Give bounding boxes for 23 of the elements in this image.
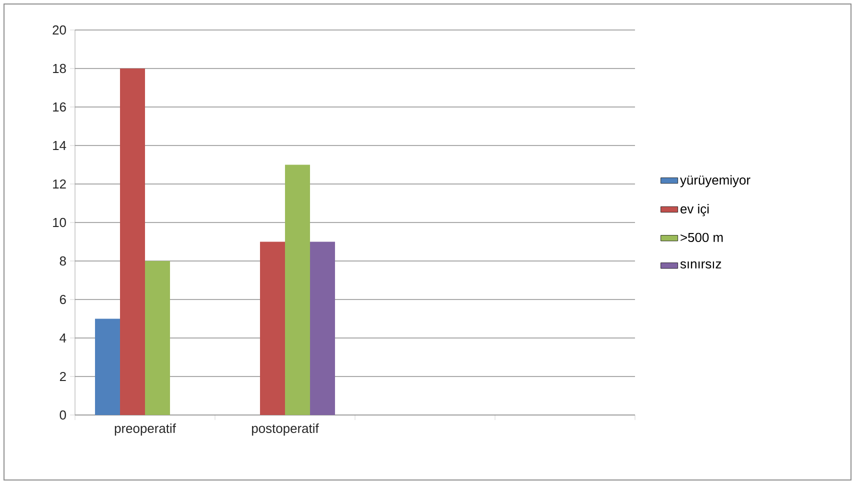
x-tick-label: preoperatif: [114, 424, 176, 436]
y-tick-label: 12: [53, 179, 66, 189]
y-tick-label: 10: [53, 218, 66, 228]
bar: [145, 260, 170, 415]
legend-label: ev içi: [680, 204, 709, 216]
bar: [120, 68, 146, 415]
y-tick-label: 16: [53, 102, 66, 112]
y-tick-label: 4: [60, 334, 66, 342]
y-tick-label: 0: [60, 410, 66, 420]
legend-label: sınırsız: [680, 261, 722, 268]
bar: [95, 318, 120, 415]
y-tick-label: 14: [53, 141, 66, 150]
y-tick-label: 8: [60, 256, 66, 266]
y-tick-label: 2: [60, 372, 66, 382]
y-tick-label: 18: [53, 64, 66, 74]
legend-label: >500 m: [680, 232, 723, 242]
legend-label: yürüyemiyor: [680, 175, 750, 188]
y-tick-label: 20: [52, 25, 66, 35]
bar: [310, 242, 336, 415]
bar: [260, 242, 286, 415]
bar: [285, 164, 310, 415]
y-tick-label: 6: [60, 294, 66, 304]
x-tick-label: postoperatif: [252, 424, 319, 436]
